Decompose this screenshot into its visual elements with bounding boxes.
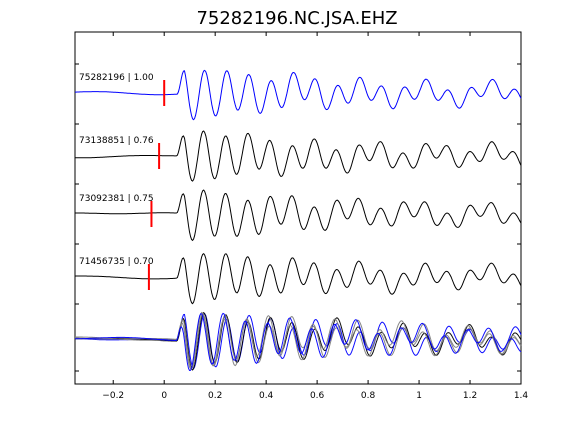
x-axis: −0.2 0 0.2 0.4 0.6 0.8 1 1.2 1.4: [102, 32, 528, 401]
x-tick-label-3: 0.4: [259, 391, 274, 401]
y-axis-ticks: [75, 63, 521, 372]
trace-label-73138851: 73138851 | 0.76: [79, 136, 154, 146]
overlay-stack: [74, 311, 522, 372]
x-tick-label-6: 1: [416, 391, 422, 401]
trace-line-75282196: [75, 69, 522, 121]
trace-71456735: 71456735 | 0.70: [74, 253, 522, 305]
x-tick-label-5: 0.8: [361, 391, 376, 401]
trace-73092381: 73092381 | 0.75: [75, 189, 522, 242]
trace-group: 75282196 | 1.00 73138851 | 0.76 73092381 |…: [74, 69, 522, 305]
x-tick-label-1: 0: [161, 391, 167, 401]
trace-75282196: 75282196 | 1.00: [75, 69, 522, 121]
trace-line-73138851: [75, 130, 522, 182]
overlay-trace-4: [75, 312, 522, 372]
trace-label-75282196: 75282196 | 1.00: [79, 73, 154, 83]
chart-title: 75282196.NC.JSA.EHZ: [196, 8, 397, 29]
trace-line-73092381: [75, 189, 522, 242]
x-tick-label-4: 0.6: [310, 391, 325, 401]
x-tick-label-0: −0.2: [102, 391, 124, 401]
trace-label-73092381: 73092381 | 0.75: [79, 194, 154, 204]
x-tick-label-8: 1.4: [514, 391, 529, 401]
overlay-trace-1: [75, 311, 522, 371]
x-tick-label-2: 0.2: [208, 391, 222, 401]
trace-73138851: 73138851 | 0.76: [75, 130, 522, 182]
trace-label-71456735: 71456735 | 0.70: [79, 257, 154, 267]
x-tick-label-7: 1.2: [463, 391, 477, 401]
plot-frame: [74, 31, 522, 385]
